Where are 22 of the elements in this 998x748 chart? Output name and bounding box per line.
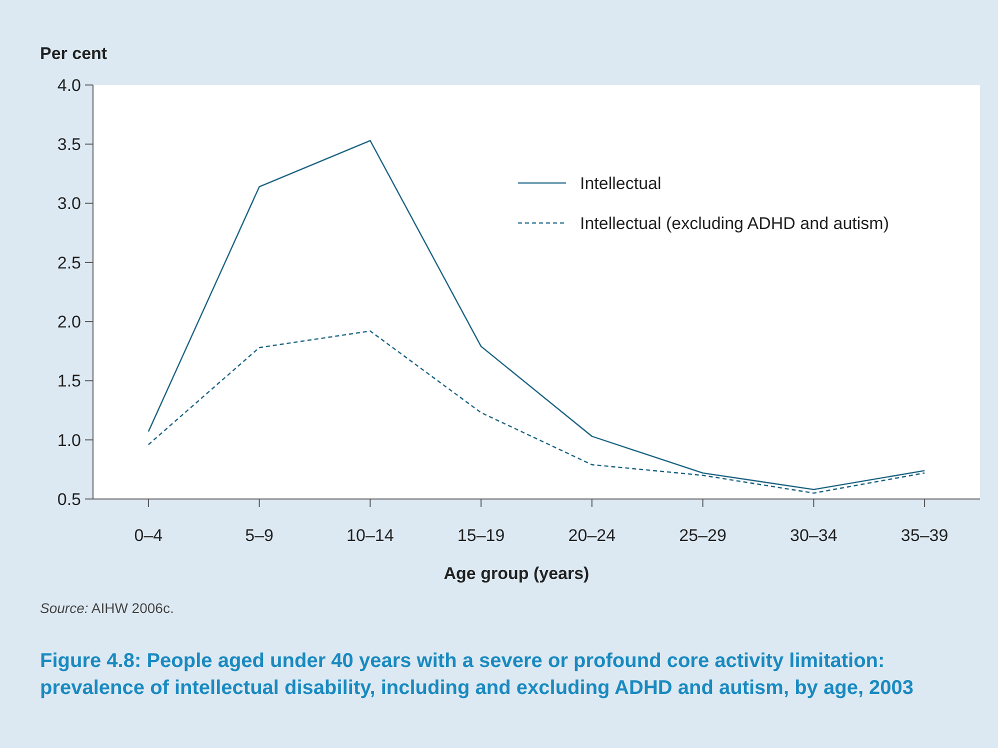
x-tick-label: 0–4 [134,526,163,545]
y-tick-label: 3.0 [57,194,81,214]
legend-label: Intellectual (excluding ADHD and autism) [580,214,889,233]
source-note: Source: AIHW 2006c. [40,600,174,616]
y-tick-label: 3.5 [57,135,81,154]
y-tick-label: 4.0 [57,76,81,95]
x-tick-label: 20–24 [568,526,616,545]
x-tick-label: 25–29 [679,526,726,545]
y-tick-label: 2.5 [57,253,81,272]
y-tick-label: 1.0 [57,430,81,450]
x-tick-label: 30–34 [790,526,838,545]
x-tick-label: 10–14 [346,526,394,545]
legend-label: Intellectual [580,174,662,193]
x-tick-label: 35–39 [900,526,948,545]
x-tick-label: 5–9 [245,526,274,545]
text: Figure 4.8: People aged under 40 years with a severe or profound core activity limitation: prevalence of intellectual disability, including and excluding ADHD and autism, by age, 2003 [40,650,914,699]
y-tick-label: 1.5 [57,372,81,391]
x-axis-title: Age group (years) [444,564,590,583]
y-axis-title: Per cent [40,44,108,63]
x-tick-label: 15–19 [457,526,505,545]
y-tick-label: 0.5 [57,490,81,509]
y-tick-label: 2.0 [57,312,81,332]
